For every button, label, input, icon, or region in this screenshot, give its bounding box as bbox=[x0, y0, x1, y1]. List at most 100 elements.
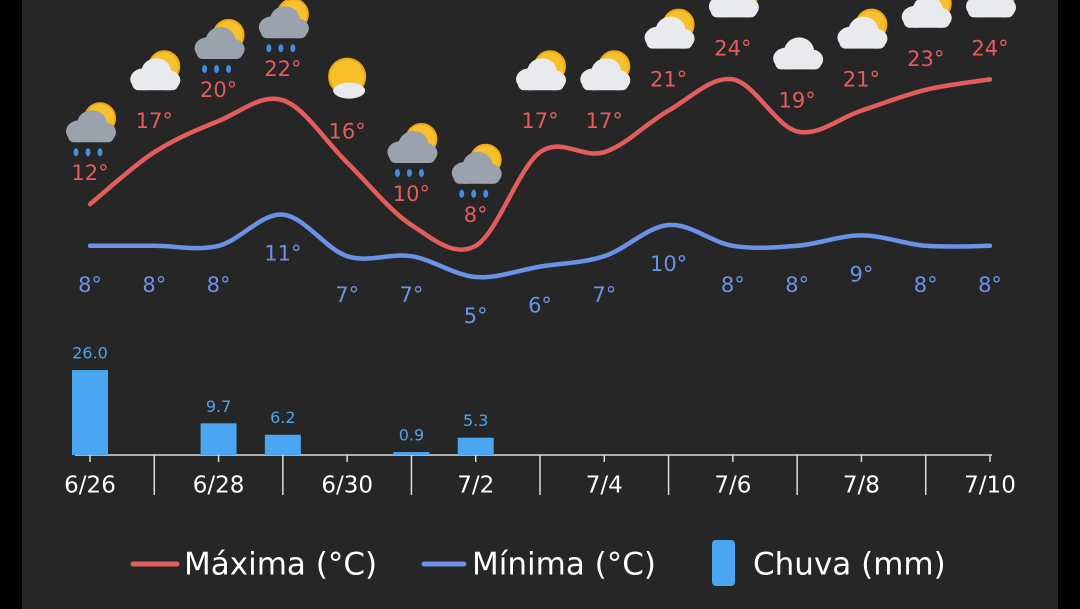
weather-icon bbox=[580, 50, 631, 91]
data-label: 7° bbox=[399, 283, 423, 307]
data-label: 8° bbox=[78, 273, 102, 297]
data-label: 22° bbox=[264, 57, 301, 81]
weather-icon bbox=[258, 0, 309, 53]
data-label: 24° bbox=[971, 36, 1008, 60]
data-label: 23° bbox=[907, 47, 944, 71]
cloud bbox=[68, 130, 114, 143]
cloud bbox=[775, 57, 822, 70]
drop bbox=[471, 189, 477, 198]
cloud bbox=[260, 26, 307, 39]
drop bbox=[278, 44, 284, 53]
data-label: 10° bbox=[650, 252, 687, 276]
drop bbox=[418, 169, 424, 177]
weather-icon bbox=[966, 0, 1016, 18]
data-label: 6.2 bbox=[270, 408, 295, 427]
data-label: 10° bbox=[393, 182, 430, 206]
data-label: 8° bbox=[785, 273, 809, 297]
rain-bar bbox=[200, 423, 237, 455]
cloud bbox=[389, 151, 436, 163]
x-tick-label: 6/26 bbox=[64, 473, 116, 499]
rain-bar bbox=[72, 370, 108, 455]
cloud bbox=[646, 36, 693, 49]
drop bbox=[202, 65, 208, 73]
legend-label: Máxima (°C) bbox=[184, 547, 377, 583]
line bbox=[87, 76, 993, 252]
cloud bbox=[839, 36, 886, 49]
cloud bbox=[333, 82, 366, 99]
x-tick-label: 7/2 bbox=[457, 473, 494, 499]
weather-icon bbox=[644, 8, 695, 49]
drop bbox=[214, 65, 220, 73]
cloud bbox=[710, 5, 757, 18]
weather-icon bbox=[387, 123, 438, 177]
data-label: 8° bbox=[721, 273, 745, 297]
cloud bbox=[582, 78, 629, 91]
drop bbox=[406, 169, 412, 177]
drop bbox=[226, 65, 232, 73]
data-label: 26.0 bbox=[72, 344, 108, 363]
weather-icon bbox=[773, 37, 824, 70]
data-label: 24° bbox=[714, 36, 751, 60]
data-label: 16° bbox=[329, 120, 366, 144]
legend-label: Chuva (mm) bbox=[753, 547, 946, 583]
data-label: 12° bbox=[71, 161, 108, 185]
data-label: 8° bbox=[914, 273, 938, 297]
drop bbox=[483, 189, 489, 198]
data-label: 6° bbox=[528, 294, 552, 318]
data-label: 8° bbox=[464, 203, 488, 227]
data-label: 21° bbox=[843, 68, 880, 92]
cloud bbox=[968, 5, 1014, 18]
data-label: 21° bbox=[650, 68, 687, 92]
weather-icon bbox=[837, 8, 888, 49]
weather-icon bbox=[451, 143, 502, 198]
data-label: 20° bbox=[200, 78, 237, 102]
weather-icon bbox=[708, 0, 759, 18]
weather-icon bbox=[130, 50, 181, 91]
x-tick-label: 7/8 bbox=[843, 473, 880, 499]
weather-icon bbox=[66, 102, 116, 157]
x-tick-label: 6/30 bbox=[321, 473, 373, 499]
drop bbox=[85, 148, 91, 157]
drop bbox=[73, 148, 79, 157]
data-label: 8° bbox=[207, 273, 231, 297]
data-label: 8° bbox=[978, 273, 1002, 297]
legend-swatch bbox=[712, 540, 735, 586]
drop bbox=[266, 44, 272, 53]
weather-icon bbox=[901, 0, 952, 28]
drop bbox=[459, 189, 465, 198]
data-label: 17° bbox=[136, 109, 173, 133]
rain-bar bbox=[457, 437, 494, 455]
x-tick-label: 7/6 bbox=[714, 473, 751, 499]
data-label: 19° bbox=[779, 88, 816, 112]
data-label: 9.7 bbox=[206, 397, 231, 416]
data-label: 17° bbox=[586, 109, 623, 133]
drop bbox=[290, 44, 296, 53]
line bbox=[87, 212, 993, 280]
data-label: 17° bbox=[521, 109, 558, 133]
cloud bbox=[132, 78, 179, 91]
data-label: 8° bbox=[142, 273, 166, 297]
data-label: 0.9 bbox=[399, 426, 424, 445]
cloud bbox=[196, 47, 243, 59]
drop bbox=[97, 148, 103, 157]
data-label: 7° bbox=[592, 283, 616, 307]
data-label: 11° bbox=[264, 242, 301, 266]
weather-icon bbox=[328, 57, 367, 99]
drop bbox=[394, 169, 400, 177]
x-tick-label: 7/4 bbox=[586, 473, 623, 499]
data-label: 5° bbox=[464, 304, 488, 328]
cloud bbox=[903, 15, 950, 28]
x-tick-label: 6/28 bbox=[193, 473, 245, 499]
data-label: 9° bbox=[849, 262, 873, 286]
cloud bbox=[518, 78, 564, 91]
weather-icon bbox=[194, 19, 245, 73]
data-label: 7° bbox=[335, 283, 359, 307]
cloud bbox=[453, 171, 500, 184]
rain-bar bbox=[264, 434, 301, 455]
rain-bar bbox=[393, 452, 430, 455]
legend: Máxima (°C) Mínima (°C) Chuva (mm) bbox=[130, 540, 946, 586]
x-tick-label: 7/10 bbox=[964, 473, 1016, 499]
data-label: 5.3 bbox=[463, 411, 488, 430]
legend-label: Mínima (°C) bbox=[472, 547, 656, 583]
